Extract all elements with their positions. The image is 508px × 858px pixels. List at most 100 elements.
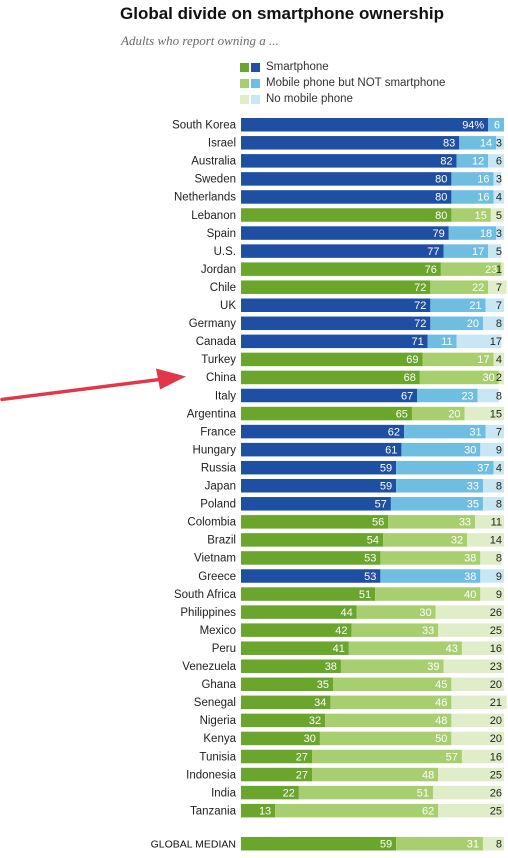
mobile-swatch-blue [251, 79, 260, 88]
row-argentina-smartphone-bar [241, 406, 412, 421]
country-label-u-s: U.S. [214, 246, 236, 258]
row-greece-none-label: 9 [496, 571, 502, 583]
row-nigeria-mobile-label: 48 [435, 715, 447, 727]
row-italy-mobile-bar [417, 388, 478, 403]
legend-label-smartphone: Smartphone [266, 61, 329, 73]
row-brazil-mobile-label: 32 [451, 535, 463, 547]
row-italy-smartphone-label: 67 [401, 390, 413, 402]
row-u-s-smartphone-label: 77 [427, 246, 439, 258]
row-netherlands-smartphone-label: 80 [435, 192, 447, 204]
row-peru-none-bar [461, 641, 504, 655]
row-lebanon-none-bar [490, 208, 504, 222]
row-tanzania-mobile-label: 62 [422, 805, 434, 817]
row-south-korea-mobile-label: 6 [494, 120, 500, 132]
row-tanzania-none-label: 25 [490, 805, 502, 817]
country-label-spain: Spain [207, 228, 236, 240]
row-turkey-mobile-bar [422, 352, 494, 367]
row-canada-none-label: 17 [490, 336, 502, 348]
row-tunisia-smartphone-bar [241, 749, 313, 764]
country-label-russia: Russia [201, 462, 237, 474]
row-lebanon-mobile-label: 15 [475, 210, 487, 222]
row-philippines-none-label: 26 [490, 607, 502, 619]
row-poland-mobile-bar [390, 497, 483, 511]
row-brazil-mobile-bar [383, 533, 468, 547]
row-uk-none-label: 7 [496, 300, 502, 312]
row-south-africa-none-bar [480, 587, 504, 601]
country-label-tanzania: Tanzania [190, 805, 237, 817]
row-senegal-smartphone-label: 34 [314, 697, 326, 709]
global-median-mobile-label: 31 [467, 839, 479, 851]
row-ghana-none-bar [451, 677, 504, 692]
row-brazil-none-bar [467, 533, 504, 547]
row-italy-smartphone-bar [241, 388, 418, 403]
row-vietnam-smartphone-label: 53 [364, 553, 376, 565]
row-kenya-mobile-bar [319, 731, 452, 746]
global-median-smartphone-bar [241, 837, 397, 851]
row-indonesia-mobile-label: 48 [422, 769, 434, 781]
row-spain-smartphone-label: 79 [433, 228, 445, 240]
row-colombia-smartphone-label: 56 [372, 517, 384, 529]
row-uk-smartphone-bar [241, 298, 431, 312]
row-venezuela-none-bar [443, 659, 504, 673]
row-greece-smartphone-bar [241, 569, 381, 583]
row-chile-none-label: 7 [496, 282, 502, 294]
row-spain-mobile-bar [448, 226, 497, 240]
row-tanzania-none-bar [438, 803, 504, 818]
country-label-vietnam: Vietnam [194, 553, 236, 565]
row-kenya-none-bar [451, 731, 504, 746]
country-label-australia: Australia [191, 156, 236, 168]
row-senegal-mobile-label: 46 [435, 697, 447, 709]
row-nigeria-none-label: 20 [490, 715, 502, 727]
row-italy-none-bar [477, 388, 499, 403]
country-label-kenya: Kenya [203, 733, 236, 745]
row-germany-none-label: 8 [496, 318, 502, 330]
country-label-senegal: Senegal [194, 697, 236, 709]
row-senegal-none-label: 21 [490, 697, 502, 709]
row-ghana-smartphone-label: 35 [317, 679, 329, 691]
row-nigeria-smartphone-label: 32 [309, 715, 321, 727]
country-label-brazil: Brazil [207, 535, 236, 547]
row-china-smartphone-label: 68 [404, 372, 416, 384]
row-canada-none-bar [456, 334, 502, 349]
row-netherlands-mobile-label: 16 [477, 192, 489, 204]
row-jordan-none-label: 1 [496, 264, 502, 276]
country-label-colombia: Colombia [187, 517, 236, 529]
row-indonesia-none-label: 25 [490, 769, 502, 781]
country-label-hungary: Hungary [193, 444, 237, 456]
row-canada-smartphone-label: 71 [411, 336, 423, 348]
row-venezuela-mobile-bar [340, 659, 444, 673]
country-label-peru: Peru [212, 643, 236, 655]
row-china-none-bar [498, 370, 504, 385]
row-venezuela-smartphone-label: 38 [325, 661, 337, 673]
row-japan-none-bar [482, 479, 504, 493]
row-tunisia-mobile-label: 57 [446, 751, 458, 763]
row-israel-smartphone-label: 83 [443, 138, 455, 150]
row-argentina-mobile-bar [411, 406, 465, 421]
none-swatch-green [240, 95, 249, 104]
row-brazil-none-label: 14 [490, 535, 502, 547]
row-south-korea-mobile-bar [488, 118, 504, 132]
legend-item-none: No mobile phone [240, 92, 508, 108]
row-sweden-mobile-bar [451, 172, 494, 186]
row-turkey-none-label: 4 [496, 354, 502, 366]
row-hungary-none-bar [480, 442, 504, 457]
row-colombia-mobile-label: 33 [459, 517, 471, 529]
row-italy-none-label: 8 [496, 390, 502, 402]
row-france-smartphone-label: 62 [388, 426, 400, 438]
row-india-mobile-label: 51 [417, 787, 429, 799]
row-australia-mobile-bar [456, 154, 489, 168]
legend-item-mobile: Mobile phone but NOT smartphone [240, 76, 508, 92]
country-label-israel: Israel [208, 138, 236, 150]
row-france-mobile-label: 31 [469, 426, 481, 438]
row-senegal-none-bar [451, 695, 507, 710]
row-australia-none-label: 6 [496, 156, 502, 168]
country-label-mexico: Mexico [200, 625, 236, 637]
row-hungary-none-label: 9 [496, 444, 502, 456]
row-mexico-smartphone-label: 42 [335, 625, 347, 637]
row-spain-none-bar [496, 226, 504, 240]
row-indonesia-none-bar [438, 767, 504, 782]
country-label-china: China [206, 372, 237, 384]
country-label-south-korea: South Korea [172, 120, 237, 132]
row-vietnam-mobile-bar [380, 551, 481, 565]
row-netherlands-mobile-bar [451, 190, 494, 204]
